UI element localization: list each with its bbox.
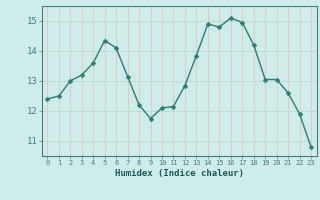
- X-axis label: Humidex (Indice chaleur): Humidex (Indice chaleur): [115, 169, 244, 178]
